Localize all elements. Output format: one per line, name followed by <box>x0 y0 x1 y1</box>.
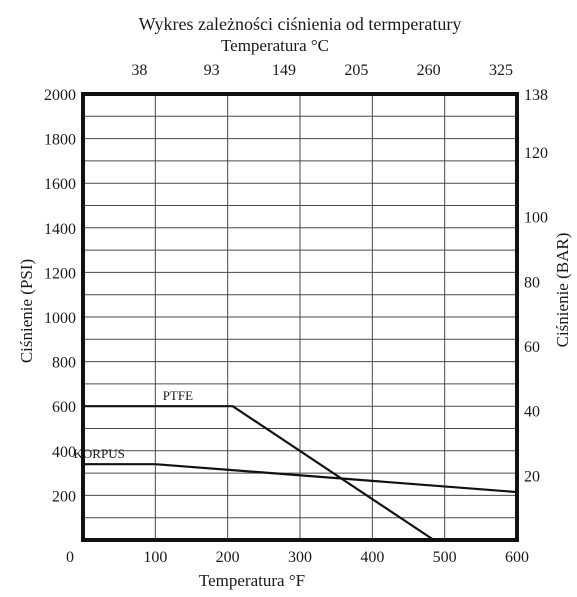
top-axis-title: Temperatura °C <box>221 36 329 55</box>
right-tick-label: 60 <box>524 339 540 356</box>
y-tick-label: 200 <box>52 488 76 505</box>
x-axis-title: Temperatura °F <box>199 571 305 590</box>
top-tick-label: 38 <box>131 62 147 79</box>
chart-title: Wykres zależności ciśnienia od termperat… <box>139 14 462 34</box>
top-tick-label: 93 <box>204 62 220 79</box>
right-tick-label: 40 <box>524 404 540 421</box>
x-tick-label: 200 <box>216 549 240 566</box>
series-label-korpus: KORPUS <box>74 446 125 461</box>
y-tick-label: 600 <box>52 399 76 416</box>
series-line-korpus <box>83 463 518 494</box>
top-tick-label: 260 <box>417 62 441 79</box>
x-tick-label: 0 <box>66 549 74 566</box>
y-axis-title: Ciśnienie (PSI) <box>17 259 36 363</box>
x-tick-label: 100 <box>143 549 167 566</box>
right-axis-title: Ciśnienie (BAR) <box>553 233 572 348</box>
right-tick-label: 100 <box>524 210 548 227</box>
x-tick-label: 300 <box>288 549 312 566</box>
y-tick-label: 1600 <box>44 176 76 193</box>
y-tick-label: 400 <box>52 444 76 461</box>
right-tick-label: 138 <box>524 87 548 104</box>
y-tick-label: 800 <box>52 355 76 372</box>
top-tick-label: 325 <box>489 62 513 79</box>
right-tick-label: 80 <box>524 274 540 291</box>
right-tick-label: 20 <box>524 468 540 485</box>
right-tick-label: 120 <box>524 145 548 162</box>
plot-frame <box>81 92 519 542</box>
x-tick-label: 500 <box>433 549 457 566</box>
y-tick-label: 1000 <box>44 310 76 327</box>
y-tick-label: 1800 <box>44 132 76 149</box>
series-label-ptfe: PTFE <box>163 388 193 403</box>
top-tick-label: 205 <box>344 62 368 79</box>
x-tick-label: 600 <box>505 549 529 566</box>
top-tick-label: 149 <box>272 62 296 79</box>
y-tick-label: 1400 <box>44 221 76 238</box>
y-tick-label: 2000 <box>44 87 76 104</box>
series-line-ptfe <box>83 405 435 541</box>
x-tick-label: 400 <box>360 549 384 566</box>
y-tick-label: 1200 <box>44 265 76 282</box>
